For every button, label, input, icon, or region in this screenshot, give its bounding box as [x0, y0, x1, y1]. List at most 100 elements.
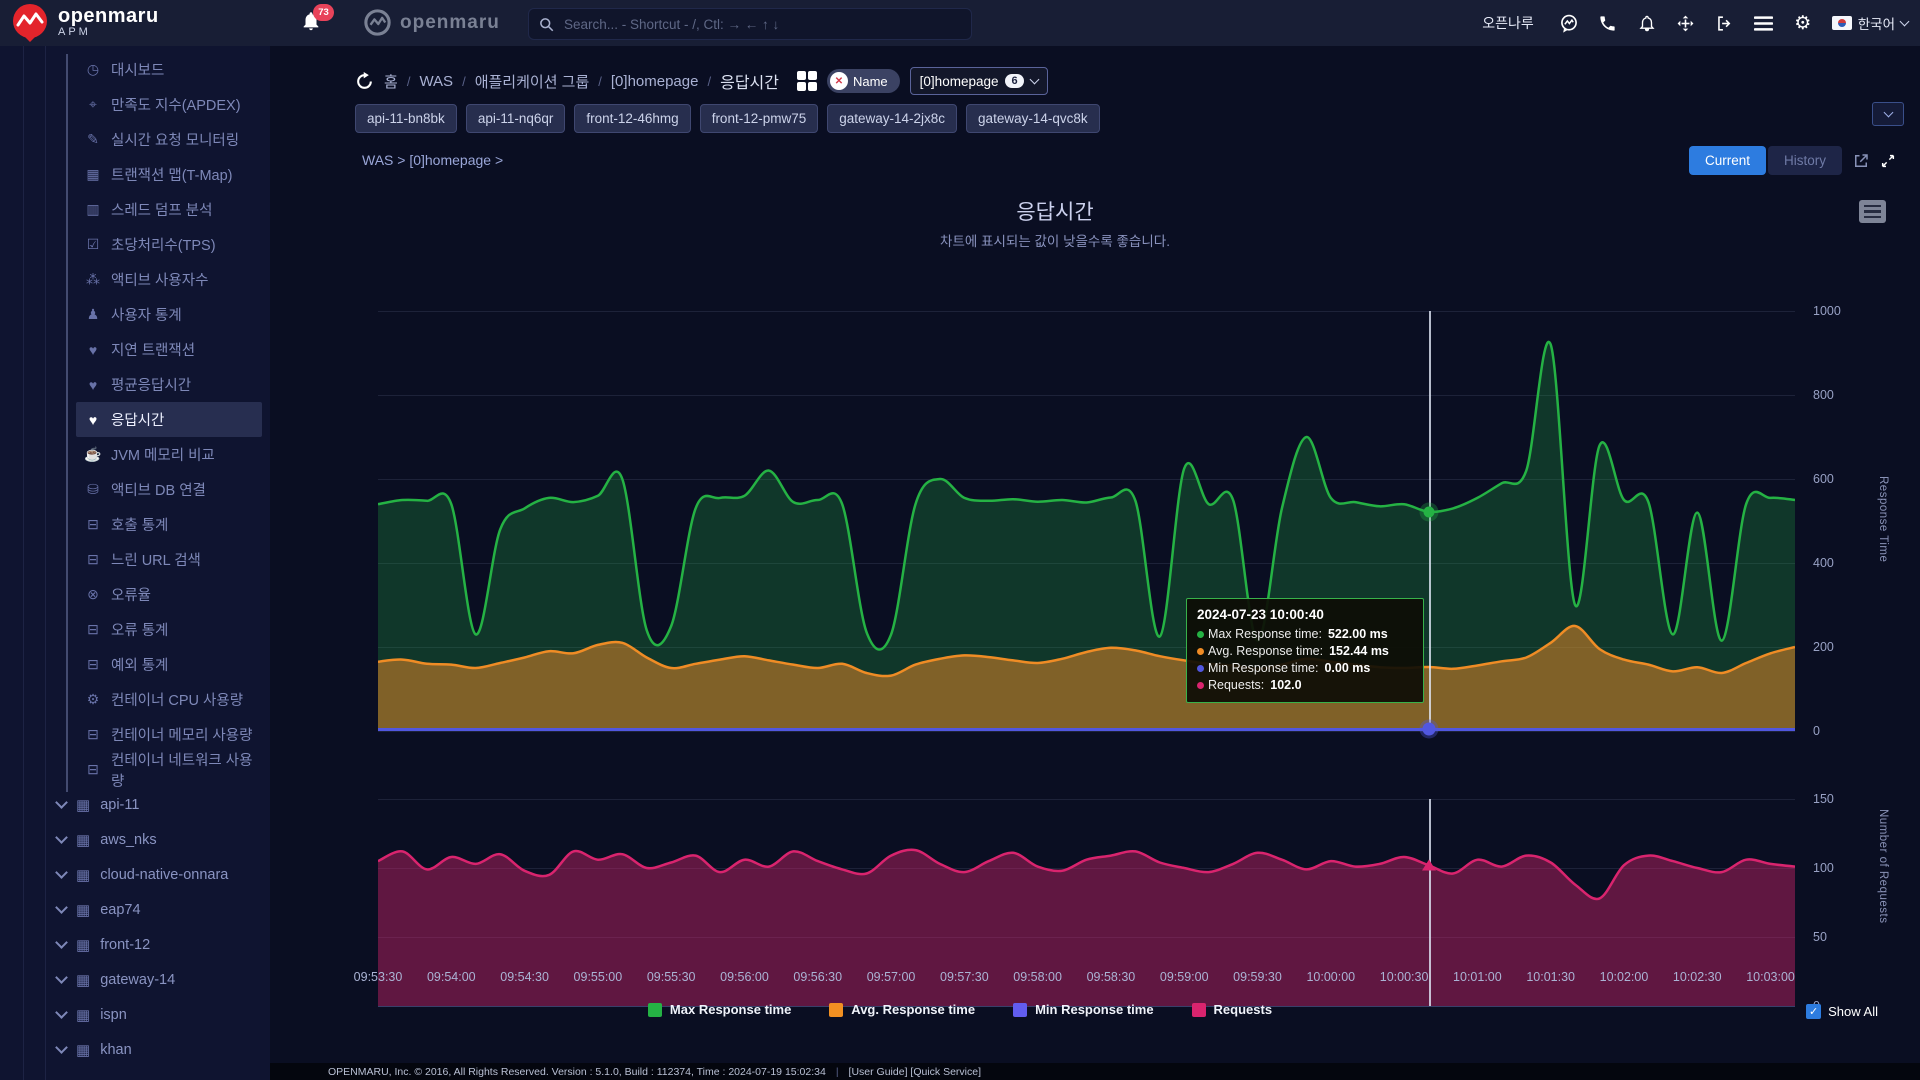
sidebar-group-item[interactable]: ▦aws_nks: [0, 822, 270, 857]
partner-logo: openmaru: [362, 7, 500, 38]
sidebar-item[interactable]: ◷대시보드: [76, 52, 262, 87]
breadcrumb-item[interactable]: WAS: [419, 73, 453, 90]
sidebar-item[interactable]: ☑초당처리수(TPS): [76, 227, 262, 262]
sidebar-item[interactable]: ✎실시간 요청 모니터링: [76, 122, 262, 157]
x-axis-tick-label: 09:58:00: [1013, 970, 1062, 984]
sidebar-group-item[interactable]: ▦cloud-native-onnara: [0, 857, 270, 892]
external-link-icon[interactable]: [1852, 152, 1870, 170]
breadcrumb-item[interactable]: [0]homepage: [611, 73, 699, 90]
chart-tooltip: 2024-07-23 10:00:40 Max Response time:52…: [1186, 598, 1424, 703]
refresh-icon[interactable]: [355, 72, 374, 91]
sidebar-item[interactable]: ⊟느린 URL 검색: [76, 542, 262, 577]
sidebar-item-label: 컨테이너 CPU 사용량: [111, 689, 243, 710]
phone-icon[interactable]: [1598, 13, 1618, 33]
sidebar-item[interactable]: ⊟예외 통계: [76, 647, 262, 682]
product-subtitle: APM: [58, 26, 159, 38]
chevron-down-icon: [55, 1041, 68, 1054]
chevron-down-icon: [1029, 75, 1039, 85]
sidebar-item-label: 만족도 지수(APDEX): [111, 94, 241, 115]
container-cpu-icon: ⚙: [84, 691, 102, 708]
sidebar-item[interactable]: ⛁액티브 DB 연결: [76, 472, 262, 507]
notifications-bell[interactable]: 73: [300, 9, 326, 37]
instance-tag[interactable]: front-12-pmw75: [700, 104, 819, 133]
instance-tag[interactable]: gateway-14-qvc8k: [966, 104, 1100, 133]
sidebar-item-label: 컨테이너 메모리 사용량: [111, 724, 252, 745]
sidebar-item[interactable]: ⚙ 컨테이너 CPU 사용량: [76, 682, 262, 717]
alerts-bell-icon[interactable]: [1637, 13, 1657, 33]
response-time-chart[interactable]: [378, 311, 1795, 731]
instance-tag[interactable]: gateway-14-2jx8c: [827, 104, 957, 133]
sidebar-item[interactable]: ♥지연 트랜잭션: [76, 332, 262, 367]
openmaru-chat-icon[interactable]: [1559, 13, 1579, 33]
series-dot-icon: [1197, 648, 1204, 655]
show-all-checkbox[interactable]: ✓: [1806, 1004, 1821, 1019]
instance-tag[interactable]: api-11-bn8bk: [355, 104, 457, 133]
expand-icon[interactable]: [1880, 153, 1896, 169]
sidebar-group-item[interactable]: ▦khan: [0, 1032, 270, 1067]
legend-item[interactable]: Min Response time: [1013, 1002, 1153, 1017]
sidebar-item[interactable]: ▦트랜잭션 맵(T-Map): [76, 157, 262, 192]
container-network-icon: ⊟: [84, 761, 102, 778]
active-users-icon: ⁂: [84, 271, 102, 288]
close-icon[interactable]: ✕: [830, 72, 848, 90]
sidebar-item[interactable]: ⌖만족도 지수(APDEX): [76, 87, 262, 122]
table-icon: ▦: [76, 866, 90, 884]
current-button[interactable]: Current: [1689, 146, 1766, 175]
sidebar-group-item[interactable]: ▦eap74: [0, 892, 270, 927]
logout-icon[interactable]: [1715, 13, 1735, 33]
settings-gear-icon[interactable]: ⚙: [1793, 13, 1813, 33]
panel-collapse-button[interactable]: [1872, 102, 1904, 126]
chevron-down-icon: [55, 901, 68, 914]
grid-view-icon[interactable]: [797, 71, 817, 91]
sidebar-item[interactable]: ⊟ 컨테이너 메모리 사용량: [76, 717, 262, 752]
scope-dropdown[interactable]: [0]homepage 6: [910, 67, 1048, 95]
search-input[interactable]: [562, 16, 961, 33]
language-selector[interactable]: 한국어: [1832, 13, 1908, 33]
sidebar-group-item[interactable]: ▦front-12: [0, 927, 270, 962]
instance-tag[interactable]: front-12-46hmg: [574, 104, 690, 133]
sidebar-group-item[interactable]: ▦api-11: [0, 787, 270, 822]
menu-icon[interactable]: [1754, 13, 1774, 33]
sidebar-group-item[interactable]: ▦ispn: [0, 997, 270, 1032]
sidebar-item[interactable]: ⊗오류율: [76, 577, 262, 612]
group-label: eap74: [100, 902, 140, 918]
sidebar-item[interactable]: ⊟오류 통계: [76, 612, 262, 647]
legend-swatch: [648, 1003, 662, 1017]
sidebar-item[interactable]: ⊟호출 통계: [76, 507, 262, 542]
sidebar-group-item[interactable]: ▦gateway-14: [0, 962, 270, 997]
fullscreen-icon[interactable]: [1676, 13, 1696, 33]
sidebar-item[interactable]: ☕JVM 메모리 비교: [76, 437, 262, 472]
sidebar-item[interactable]: ♥평균응답시간: [76, 367, 262, 402]
breadcrumb-item[interactable]: 홈: [384, 71, 398, 92]
sidebar-item[interactable]: ♟사용자 통계: [76, 297, 262, 332]
breadcrumb-item[interactable]: 응답시간: [720, 69, 779, 93]
global-search[interactable]: [528, 8, 972, 40]
footer-links[interactable]: [User Guide] [Quick Service]: [849, 1066, 981, 1078]
container-memory-icon: ⊟: [84, 726, 102, 743]
username[interactable]: 오픈나루: [1482, 13, 1534, 33]
table-icon: ▦: [76, 796, 90, 814]
filter-pill-label: Name: [853, 74, 888, 89]
chart-menu-button[interactable]: [1859, 200, 1886, 223]
breadcrumb-separator: /: [598, 74, 602, 89]
sidebar-item[interactable]: ⁂액티브 사용자수: [76, 262, 262, 297]
legend-item[interactable]: Avg. Response time: [829, 1002, 975, 1017]
y-axis-tick-label: 200: [1813, 640, 1834, 654]
legend-swatch: [829, 1003, 843, 1017]
exception-stats-icon: ⊟: [84, 656, 102, 673]
breadcrumb-item[interactable]: 애플리케이션 그룹: [475, 71, 590, 92]
show-all-control: ✓ Show All: [1806, 1004, 1878, 1019]
sidebar-item[interactable]: ♥응답시간: [76, 402, 262, 437]
y-axis-title-requests: Number of Requests: [1877, 809, 1889, 923]
legend-item[interactable]: Requests: [1192, 1002, 1273, 1017]
openmaru-logo-icon: [10, 2, 50, 42]
name-filter-pill[interactable]: ✕ Name: [827, 69, 900, 93]
tooltip-timestamp: 2024-07-23 10:00:40: [1197, 607, 1413, 622]
app-logo[interactable]: openmaru APM: [10, 2, 159, 42]
call-stats-icon: ⊟: [84, 516, 102, 533]
history-button[interactable]: History: [1768, 146, 1842, 175]
instance-tag[interactable]: api-11-nq6qr: [466, 104, 566, 133]
legend-item[interactable]: Max Response time: [648, 1002, 791, 1017]
sidebar-item[interactable]: ⊟컨테이너 네트워크 사용량: [76, 752, 262, 787]
sidebar-item[interactable]: ▥스레드 덤프 분석: [76, 192, 262, 227]
